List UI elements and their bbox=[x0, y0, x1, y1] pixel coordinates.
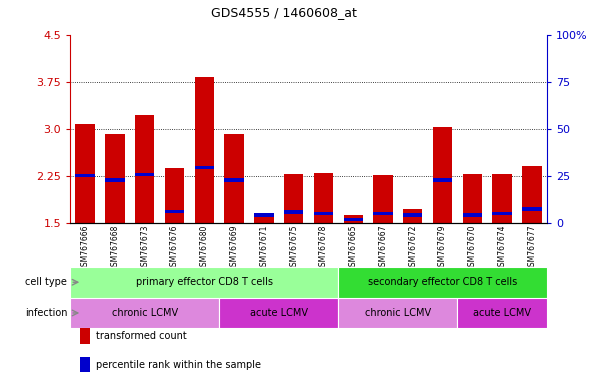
Bar bbox=[165, 210, 184, 213]
Bar bbox=[463, 174, 482, 223]
Text: secondary effector CD8 T cells: secondary effector CD8 T cells bbox=[368, 277, 518, 287]
Bar bbox=[224, 178, 244, 182]
Bar bbox=[403, 214, 422, 217]
Bar bbox=[219, 298, 338, 328]
Text: GSM767668: GSM767668 bbox=[111, 225, 119, 271]
Bar bbox=[463, 214, 482, 217]
Bar bbox=[165, 167, 184, 223]
Text: infection: infection bbox=[24, 308, 67, 318]
Bar bbox=[522, 207, 541, 211]
Bar bbox=[373, 212, 393, 215]
Bar bbox=[254, 215, 274, 223]
Bar bbox=[76, 174, 95, 177]
Text: GSM767666: GSM767666 bbox=[81, 225, 90, 271]
Text: GSM767670: GSM767670 bbox=[468, 225, 477, 271]
Bar bbox=[338, 298, 458, 328]
Bar bbox=[314, 212, 333, 215]
Text: GSM767665: GSM767665 bbox=[349, 225, 357, 271]
Bar bbox=[195, 77, 214, 223]
Text: GSM767675: GSM767675 bbox=[289, 225, 298, 271]
Text: transformed count: transformed count bbox=[97, 331, 187, 341]
Text: GSM767667: GSM767667 bbox=[379, 225, 387, 271]
Text: GSM767676: GSM767676 bbox=[170, 225, 179, 271]
Bar bbox=[135, 173, 155, 176]
Bar bbox=[284, 210, 303, 214]
Text: GSM767671: GSM767671 bbox=[260, 225, 268, 271]
Text: chronic LCMV: chronic LCMV bbox=[365, 308, 431, 318]
Text: GSM767680: GSM767680 bbox=[200, 225, 209, 271]
Bar bbox=[492, 212, 512, 215]
Bar bbox=[195, 166, 214, 169]
Bar bbox=[458, 298, 547, 328]
Bar bbox=[76, 124, 95, 223]
Bar bbox=[80, 357, 90, 372]
Text: GSM767673: GSM767673 bbox=[141, 225, 149, 271]
Text: chronic LCMV: chronic LCMV bbox=[112, 308, 178, 318]
Text: cell type: cell type bbox=[25, 277, 67, 287]
Bar bbox=[105, 134, 125, 223]
Bar bbox=[80, 328, 90, 344]
Bar bbox=[314, 172, 333, 223]
Text: GSM767677: GSM767677 bbox=[527, 225, 536, 271]
Bar bbox=[70, 267, 338, 298]
Text: acute LCMV: acute LCMV bbox=[473, 308, 531, 318]
Bar bbox=[403, 209, 422, 223]
Bar bbox=[522, 166, 541, 223]
Bar bbox=[254, 214, 274, 217]
Bar bbox=[433, 178, 452, 182]
Bar bbox=[135, 115, 155, 223]
Bar bbox=[224, 134, 244, 223]
Bar bbox=[284, 174, 303, 223]
Text: GSM767678: GSM767678 bbox=[319, 225, 328, 271]
Bar bbox=[343, 215, 363, 223]
Text: GSM767669: GSM767669 bbox=[230, 225, 238, 271]
Text: GSM767672: GSM767672 bbox=[408, 225, 417, 271]
Bar bbox=[105, 178, 125, 182]
Bar bbox=[433, 127, 452, 223]
Text: primary effector CD8 T cells: primary effector CD8 T cells bbox=[136, 277, 273, 287]
Text: GSM767674: GSM767674 bbox=[498, 225, 507, 271]
Text: percentile rank within the sample: percentile rank within the sample bbox=[97, 359, 262, 370]
Text: GDS4555 / 1460608_at: GDS4555 / 1460608_at bbox=[211, 6, 357, 19]
Text: acute LCMV: acute LCMV bbox=[250, 308, 308, 318]
Bar bbox=[373, 175, 393, 223]
Text: GSM767679: GSM767679 bbox=[438, 225, 447, 271]
Bar bbox=[343, 218, 363, 221]
Bar bbox=[492, 174, 512, 223]
Bar bbox=[338, 267, 547, 298]
Bar bbox=[70, 298, 219, 328]
